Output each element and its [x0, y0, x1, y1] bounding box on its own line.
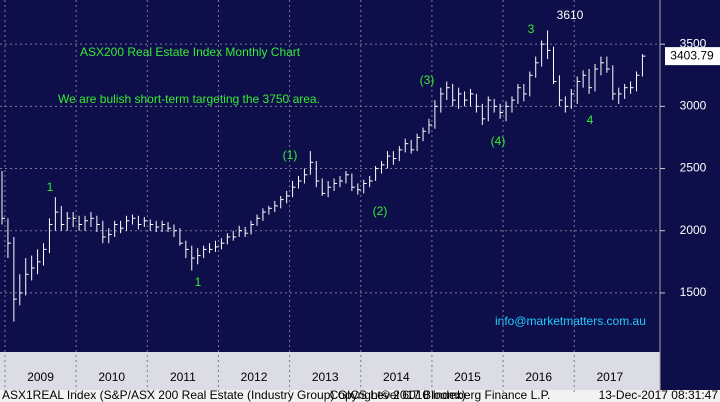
- x-tick-label: 2010: [98, 370, 125, 384]
- y-tick-label: 3500: [680, 36, 707, 50]
- wave-label: 4: [587, 113, 594, 127]
- peak-label: 3610: [557, 8, 584, 22]
- wave-label: (3): [420, 73, 435, 87]
- wave-label: (2): [373, 204, 388, 218]
- watermark: info@marketmatters.com.au: [495, 314, 646, 328]
- wave-label: 1: [195, 275, 202, 289]
- x-tick-label: 2016: [525, 370, 552, 384]
- y-tick-label: 1500: [680, 285, 707, 299]
- y-tick-label: 3000: [680, 99, 707, 113]
- x-tick-label: 2017: [596, 370, 623, 384]
- y-tick-label: 2000: [680, 223, 707, 237]
- footer-band: [0, 390, 720, 402]
- last-price-label: 3403.79: [670, 48, 714, 62]
- chart-title: ASX200 Real Estate Index Monthly Chart: [80, 45, 301, 59]
- footer-date: 13-Dec-2017 08:31:47: [599, 388, 719, 402]
- footer-copyright: Copyright© 2017 Bloomberg Finance L.P.: [330, 388, 551, 402]
- wave-label: 3: [528, 22, 535, 36]
- footer-left: ASX1REAL Index (S&P/ASX 200 Real Estate …: [2, 388, 466, 402]
- y-tick-label: 2500: [680, 161, 707, 175]
- last-price-box: [665, 47, 720, 66]
- wave-label: 1: [47, 180, 54, 194]
- x-tick-label: 2012: [241, 370, 268, 384]
- chart-subtitle: We are bulish short-term targeting the 3…: [58, 92, 320, 106]
- x-tick-label: 2015: [454, 370, 481, 384]
- wave-label: (4): [491, 134, 506, 148]
- x-tick-label: 2011: [170, 370, 196, 384]
- x-axis-band: [0, 352, 660, 392]
- wave-label: (1): [283, 148, 298, 162]
- x-tick-label: 2013: [312, 370, 339, 384]
- x-tick-label: 2009: [27, 370, 54, 384]
- x-tick-label: 2014: [383, 370, 410, 384]
